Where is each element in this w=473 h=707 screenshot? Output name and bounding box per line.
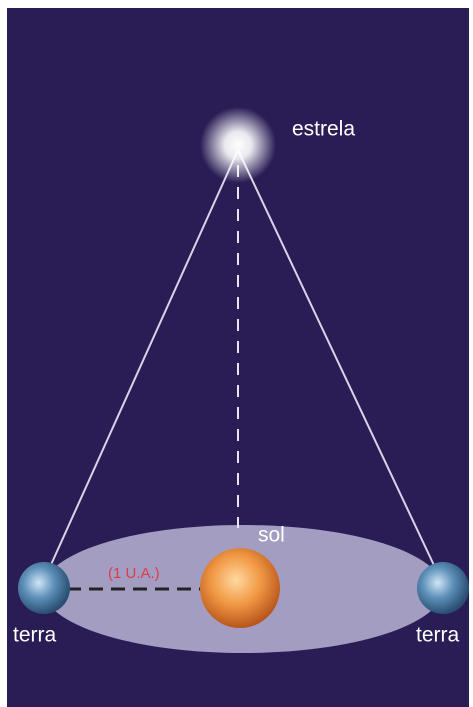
sun — [200, 548, 280, 628]
star-label: estrela — [292, 118, 355, 141]
sight-line-right — [237, 149, 441, 579]
sun-label: sol — [258, 524, 285, 547]
star — [200, 107, 276, 183]
earth-label: terra — [416, 624, 460, 647]
earth-label: terra — [13, 624, 57, 647]
distance-label: (1 U.A.) — [108, 565, 160, 582]
sight-line-left — [44, 149, 239, 579]
earth-left — [18, 562, 70, 614]
earth-right — [417, 562, 469, 614]
